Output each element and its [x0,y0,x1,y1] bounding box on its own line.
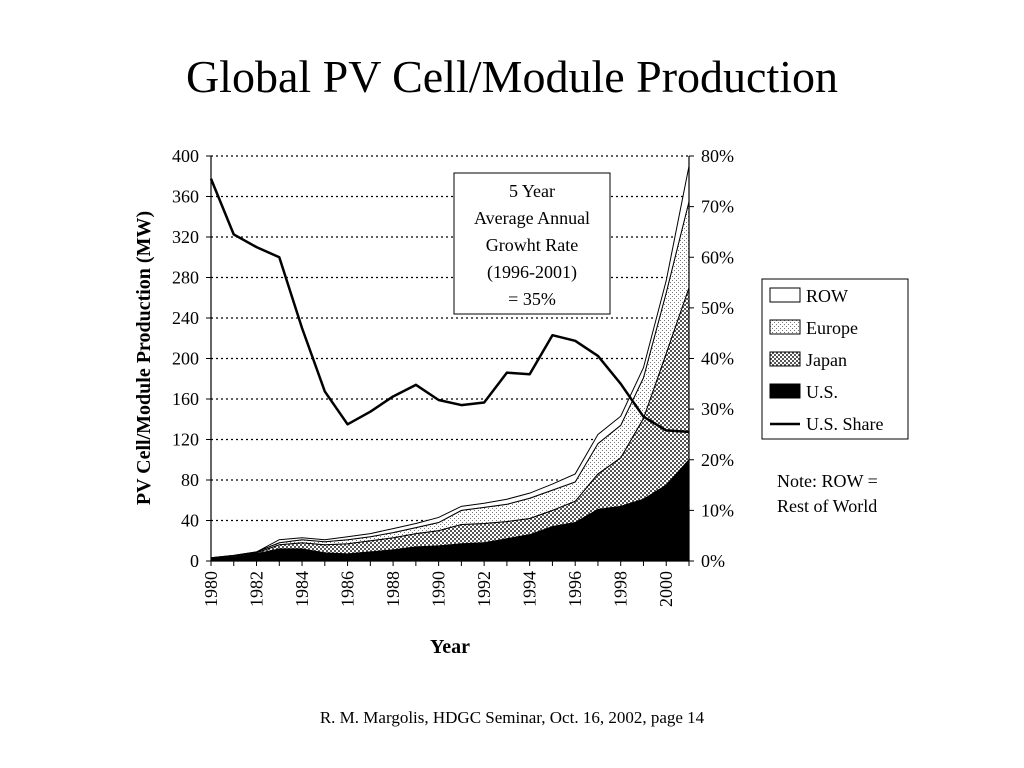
y2-tick-label: 60% [701,247,734,267]
legend-label-us-share: U.S. Share [806,414,884,434]
y2-tick-label: 10% [701,500,734,520]
y-tick-label: 120 [172,430,199,450]
legend-label-us: U.S. [806,382,838,402]
y-tick-label: 280 [172,268,199,288]
us-share-line [209,178,690,434]
y-tick-label: 40 [181,511,199,531]
growth-box-line-5: = 35% [508,289,556,309]
growth-box-line-4: (1996-2001) [487,262,577,283]
legend-swatch-japan [769,351,801,367]
legend-label-japan: Japan [806,350,847,370]
x-tick-label: 1996 [565,571,585,607]
y2-tick-label: 0% [701,551,725,571]
x-tick-label: 2000 [656,571,676,607]
us-share-line-layer [209,178,690,434]
growth-box-line-3: Growht Rate [486,235,578,255]
y2-tick-label: 20% [701,450,734,470]
y-tick-label: 160 [172,389,199,409]
slide-title: Global PV Cell/Module Production [185,51,839,102]
y2-tick-label: 40% [701,349,734,369]
x-tick-label: 1998 [611,571,631,607]
y-tick-label: 320 [172,227,199,247]
note-line-2: Rest of World [777,496,877,516]
x-tick-label: 1994 [520,571,540,607]
y-tick-label: 0 [190,551,199,571]
growth-box-line-1: 5 Year [509,181,555,201]
x-tick-label: 1984 [292,571,312,607]
y2-tick-label: 30% [701,399,734,419]
footer-citation: R. M. Margolis, HDGC Seminar, Oct. 16, 2… [319,708,705,727]
legend-label-row: ROW [806,286,848,306]
y-tick-label: 240 [172,308,199,328]
y-tick-label: 360 [172,187,199,207]
y-tick-label: 400 [172,146,199,166]
y-tick-label: 80 [181,470,199,490]
y2-tick-label: 70% [701,197,734,217]
pv-production-chart: 0 40 80 120 160 200 240 280 320 360 400 0% 10% 20% 30%… [133,146,909,658]
y-tick-label: 200 [172,349,199,369]
x-tick-label: 1990 [429,571,449,607]
legend-swatch-us [769,383,801,399]
x-tick-label: 1992 [474,571,494,607]
legend: ROW Europe Japan U.S. U.S. Share [761,278,909,440]
x-tick-label: 1980 [201,571,221,607]
x-tick-label: 1986 [338,571,358,607]
y-axis-label: PV Cell/Module Production (MW) [133,211,155,505]
growth-box-line-2: Average Annual [474,208,590,228]
legend-swatch-row [769,287,801,303]
y2-tick-label: 50% [701,298,734,318]
y2-tick-label: 80% [701,146,734,166]
stacked-areas [210,166,690,562]
x-tick-label: 1988 [383,571,403,607]
growth-rate-box: 5 Year Average Annual Growht Rate (1996-… [453,172,611,315]
legend-label-europe: Europe [806,318,858,338]
note-line-1: Note: ROW = [777,471,878,491]
x-axis-label: Year [430,636,470,658]
x-tick-label: 1982 [247,571,267,607]
axes: 0 40 80 120 160 200 240 280 320 360 400 0% 10% 20% 30%… [172,146,734,607]
legend-swatch-europe [769,319,801,335]
